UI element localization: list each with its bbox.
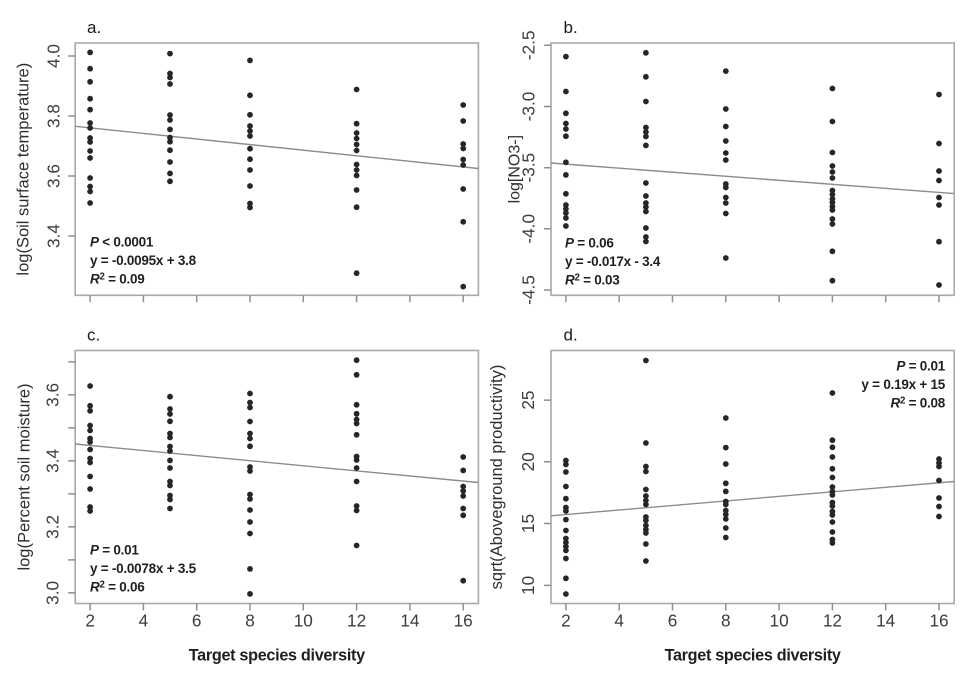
svg-text:4: 4 xyxy=(139,611,149,631)
svg-text:-4.5: -4.5 xyxy=(519,275,539,305)
svg-text:20: 20 xyxy=(518,452,538,471)
svg-text:P = 0.06: P = 0.06 xyxy=(565,236,614,251)
svg-text:3.4: 3.4 xyxy=(44,224,64,248)
svg-text:Target species diversity: Target species diversity xyxy=(665,647,841,665)
svg-text:R2 = 0.08: R2 = 0.08 xyxy=(890,395,945,410)
svg-text:3.4: 3.4 xyxy=(43,449,63,473)
svg-text:R2 = 0.09: R2 = 0.09 xyxy=(90,271,145,286)
svg-text:log(Percent soil moisture): log(Percent soil moisture) xyxy=(15,383,33,570)
svg-text:-3.5: -3.5 xyxy=(519,153,539,183)
svg-text:8: 8 xyxy=(245,611,255,631)
svg-text:y = -0.0078x + 3.5: y = -0.0078x + 3.5 xyxy=(90,561,197,576)
svg-text:12: 12 xyxy=(823,611,842,631)
svg-text:16: 16 xyxy=(929,611,948,631)
svg-text:10: 10 xyxy=(518,576,538,595)
svg-text:-2.5: -2.5 xyxy=(519,30,539,60)
svg-text:a.: a. xyxy=(87,18,101,37)
svg-text:log[NO3-]: log[NO3-] xyxy=(507,135,524,203)
svg-text:3.6: 3.6 xyxy=(43,383,63,407)
svg-text:y = 0.19x + 15: y = 0.19x + 15 xyxy=(861,377,945,392)
svg-text:-3.0: -3.0 xyxy=(519,92,539,122)
svg-text:b.: b. xyxy=(564,18,578,37)
svg-text:15: 15 xyxy=(518,514,538,533)
svg-text:log(Soil surface temperature): log(Soil surface temperature) xyxy=(14,63,32,276)
svg-text:3.2: 3.2 xyxy=(43,515,63,539)
svg-text:R2 = 0.03: R2 = 0.03 xyxy=(565,272,620,287)
svg-text:10: 10 xyxy=(770,611,789,631)
svg-text:8: 8 xyxy=(721,611,731,631)
svg-text:16: 16 xyxy=(454,611,473,631)
svg-text:R2 = 0.06: R2 = 0.06 xyxy=(90,579,145,594)
svg-text:3.6: 3.6 xyxy=(44,164,64,188)
svg-text:P = 0.01: P = 0.01 xyxy=(896,359,945,374)
svg-text:14: 14 xyxy=(876,611,896,631)
svg-text:12: 12 xyxy=(347,611,366,631)
svg-text:Target species diversity: Target species diversity xyxy=(189,647,365,665)
svg-text:P = 0.01: P = 0.01 xyxy=(90,543,139,558)
svg-text:2: 2 xyxy=(561,611,571,631)
svg-text:y = -0.0095x + 3.8: y = -0.0095x + 3.8 xyxy=(90,253,197,268)
svg-text:3.8: 3.8 xyxy=(44,104,64,128)
svg-text:P < 0.0001: P < 0.0001 xyxy=(90,235,154,250)
svg-text:25: 25 xyxy=(518,391,538,410)
svg-text:4.0: 4.0 xyxy=(44,44,64,68)
svg-text:6: 6 xyxy=(668,611,678,631)
svg-text:10: 10 xyxy=(294,611,313,631)
svg-text:6: 6 xyxy=(192,611,202,631)
svg-text:sqrt(Aboveground productivity): sqrt(Aboveground productivity) xyxy=(488,365,506,590)
svg-text:3.0: 3.0 xyxy=(43,581,63,605)
svg-text:y = -0.017x - 3.4: y = -0.017x - 3.4 xyxy=(565,254,661,269)
svg-text:2: 2 xyxy=(85,611,95,631)
svg-text:-4.0: -4.0 xyxy=(519,214,539,244)
svg-text:d.: d. xyxy=(564,326,578,345)
svg-text:4: 4 xyxy=(614,611,624,631)
svg-text:c.: c. xyxy=(87,326,100,345)
svg-text:14: 14 xyxy=(400,611,420,631)
